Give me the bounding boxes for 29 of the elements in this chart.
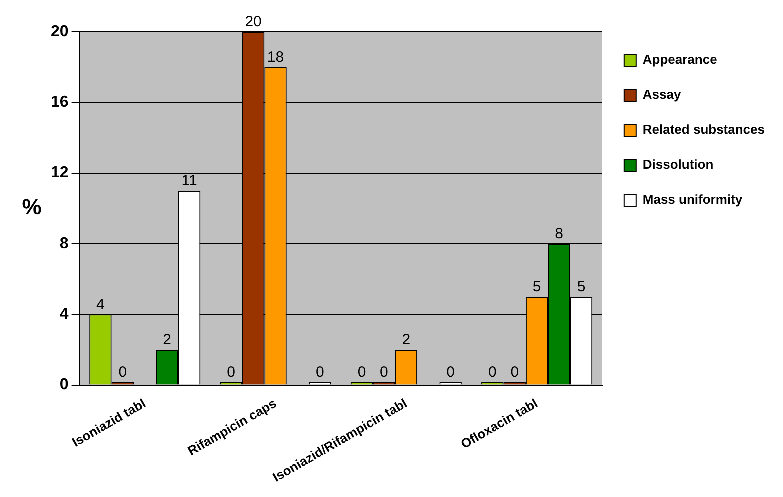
legend-label: Appearance (642, 52, 718, 68)
data-label: 0 (510, 364, 520, 381)
data-label: 0 (488, 364, 497, 381)
data-label: 0 (358, 364, 366, 381)
legend-label: Related substances (642, 122, 766, 138)
y-tick-label: 20 (51, 23, 69, 40)
data-label: 0 (446, 364, 456, 381)
data-label: 0 (227, 364, 236, 381)
y-tick-label: 8 (60, 235, 69, 252)
legend-label: Assay (642, 87, 682, 102)
legend-label: Dissolution (642, 157, 714, 172)
data-label: 11 (182, 172, 198, 190)
y-tick-label: 16 (51, 94, 69, 112)
y-tick-label: 12 (51, 164, 69, 182)
data-label: 5 (577, 278, 586, 296)
data-label: 18 (267, 48, 284, 66)
data-label: 0 (380, 364, 388, 381)
data-label: 5 (532, 278, 542, 296)
data-label: 0 (316, 364, 324, 381)
data-label: 2 (163, 332, 172, 349)
y-tick-label: 0 (60, 376, 69, 394)
data-label: 0 (118, 364, 128, 381)
data-label: 8 (555, 226, 564, 243)
y-axis-title: % (22, 194, 42, 220)
data-label: 4 (96, 296, 105, 314)
y-tick-label: 4 (60, 306, 69, 324)
data-label: 20 (245, 14, 262, 31)
legend-label: Mass uniformity (642, 192, 744, 208)
data-label: 2 (402, 332, 411, 349)
